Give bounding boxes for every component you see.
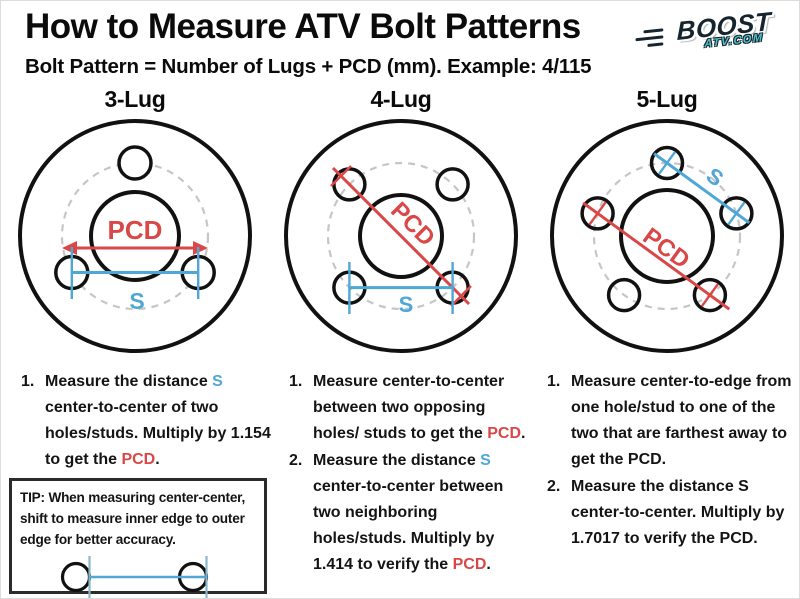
step-text: Measure the distance S center-to-center … xyxy=(45,373,271,468)
diagram-4lug: 4-Lug PCD S xyxy=(273,85,529,358)
tip-left-hole xyxy=(60,561,92,593)
instructions-4lug: 1. Measure center-to-center between two o… xyxy=(289,369,527,579)
instruction-step: 2. Measure the distance S center-to-cente… xyxy=(289,448,527,578)
tip-measure-line xyxy=(88,556,208,598)
s-label: S xyxy=(702,163,729,192)
tip-measure-drawing xyxy=(60,556,209,598)
diagram-3lug-heading: 3-Lug xyxy=(104,86,166,112)
step-text: Measure the distance S center-to-center.… xyxy=(571,478,785,547)
wheel-outer-circle xyxy=(284,119,518,353)
logo-speed-line xyxy=(643,28,664,34)
bolt-circle-dashed xyxy=(326,161,476,311)
diagram-4lug-heading: 4-Lug xyxy=(370,86,432,112)
boostatv-logo: BOOST ATV.COM xyxy=(635,6,782,66)
wheel-outer-circle xyxy=(18,119,252,353)
s-measure-line xyxy=(348,262,454,314)
pcd-measure-line xyxy=(582,201,731,311)
s-label: S xyxy=(129,288,144,314)
step-text: Measure center-to-edge from one hole/stu… xyxy=(571,373,792,468)
pcd-arrow xyxy=(62,241,208,255)
pcd-label: PCD xyxy=(108,215,163,245)
instruction-step: 1. Measure center-to-center between two o… xyxy=(289,369,527,447)
instruction-step: 2. Measure the distance S center-to-cente… xyxy=(547,474,797,552)
step-number: 2. xyxy=(547,478,561,495)
step-number: 1. xyxy=(21,373,35,390)
hub-circle xyxy=(619,188,715,284)
diagram-5lug-heading: 5-Lug xyxy=(636,86,698,112)
tip-text: TIP: When measuring center-center, shift… xyxy=(20,490,246,547)
instructions-5lug: 1. Measure center-to-edge from one hole/s… xyxy=(547,369,797,553)
step-text: Measure the distance S center-to-center … xyxy=(313,452,504,573)
instruction-step: 1. Measure center-to-edge from one hole/s… xyxy=(547,369,797,473)
s-label: S xyxy=(399,292,414,317)
tip-box: TIP: When measuring center-center, shift… xyxy=(9,478,267,598)
bolt-pattern-4lug-drawing: PCD S xyxy=(284,119,518,353)
wheel-outer-circle xyxy=(550,119,784,353)
s-measure-line xyxy=(653,150,751,226)
step-number: 1. xyxy=(289,373,303,390)
logo-speed-line xyxy=(635,35,664,42)
pcd-measure-line xyxy=(330,165,472,307)
s-measure-line xyxy=(70,247,200,299)
step-number: 1. xyxy=(547,373,561,390)
step-text: Measure center-to-center between two opp… xyxy=(313,373,526,442)
hub-circle xyxy=(89,190,181,282)
bolt-pattern-3lug-drawing: PCD S xyxy=(18,119,252,353)
diagram-5lug: 5-Lug S PCD xyxy=(539,85,795,358)
instruction-step: 1. Measure the distance S center-to-cente… xyxy=(21,369,271,473)
lug-holes xyxy=(580,145,754,313)
step-number: 2. xyxy=(289,452,303,469)
instructions-3lug: 1. Measure the distance S center-to-cente… xyxy=(21,369,271,474)
page-title: How to Measure ATV Bolt Patterns xyxy=(25,7,581,46)
logo-speed-line xyxy=(647,42,664,48)
page-subtitle: Bolt Pattern = Number of Lugs + PCD (mm)… xyxy=(25,55,592,78)
diagram-3lug: 3-Lug PCD S xyxy=(7,85,263,358)
bolt-pattern-5lug-drawing: S PCD xyxy=(550,119,784,353)
